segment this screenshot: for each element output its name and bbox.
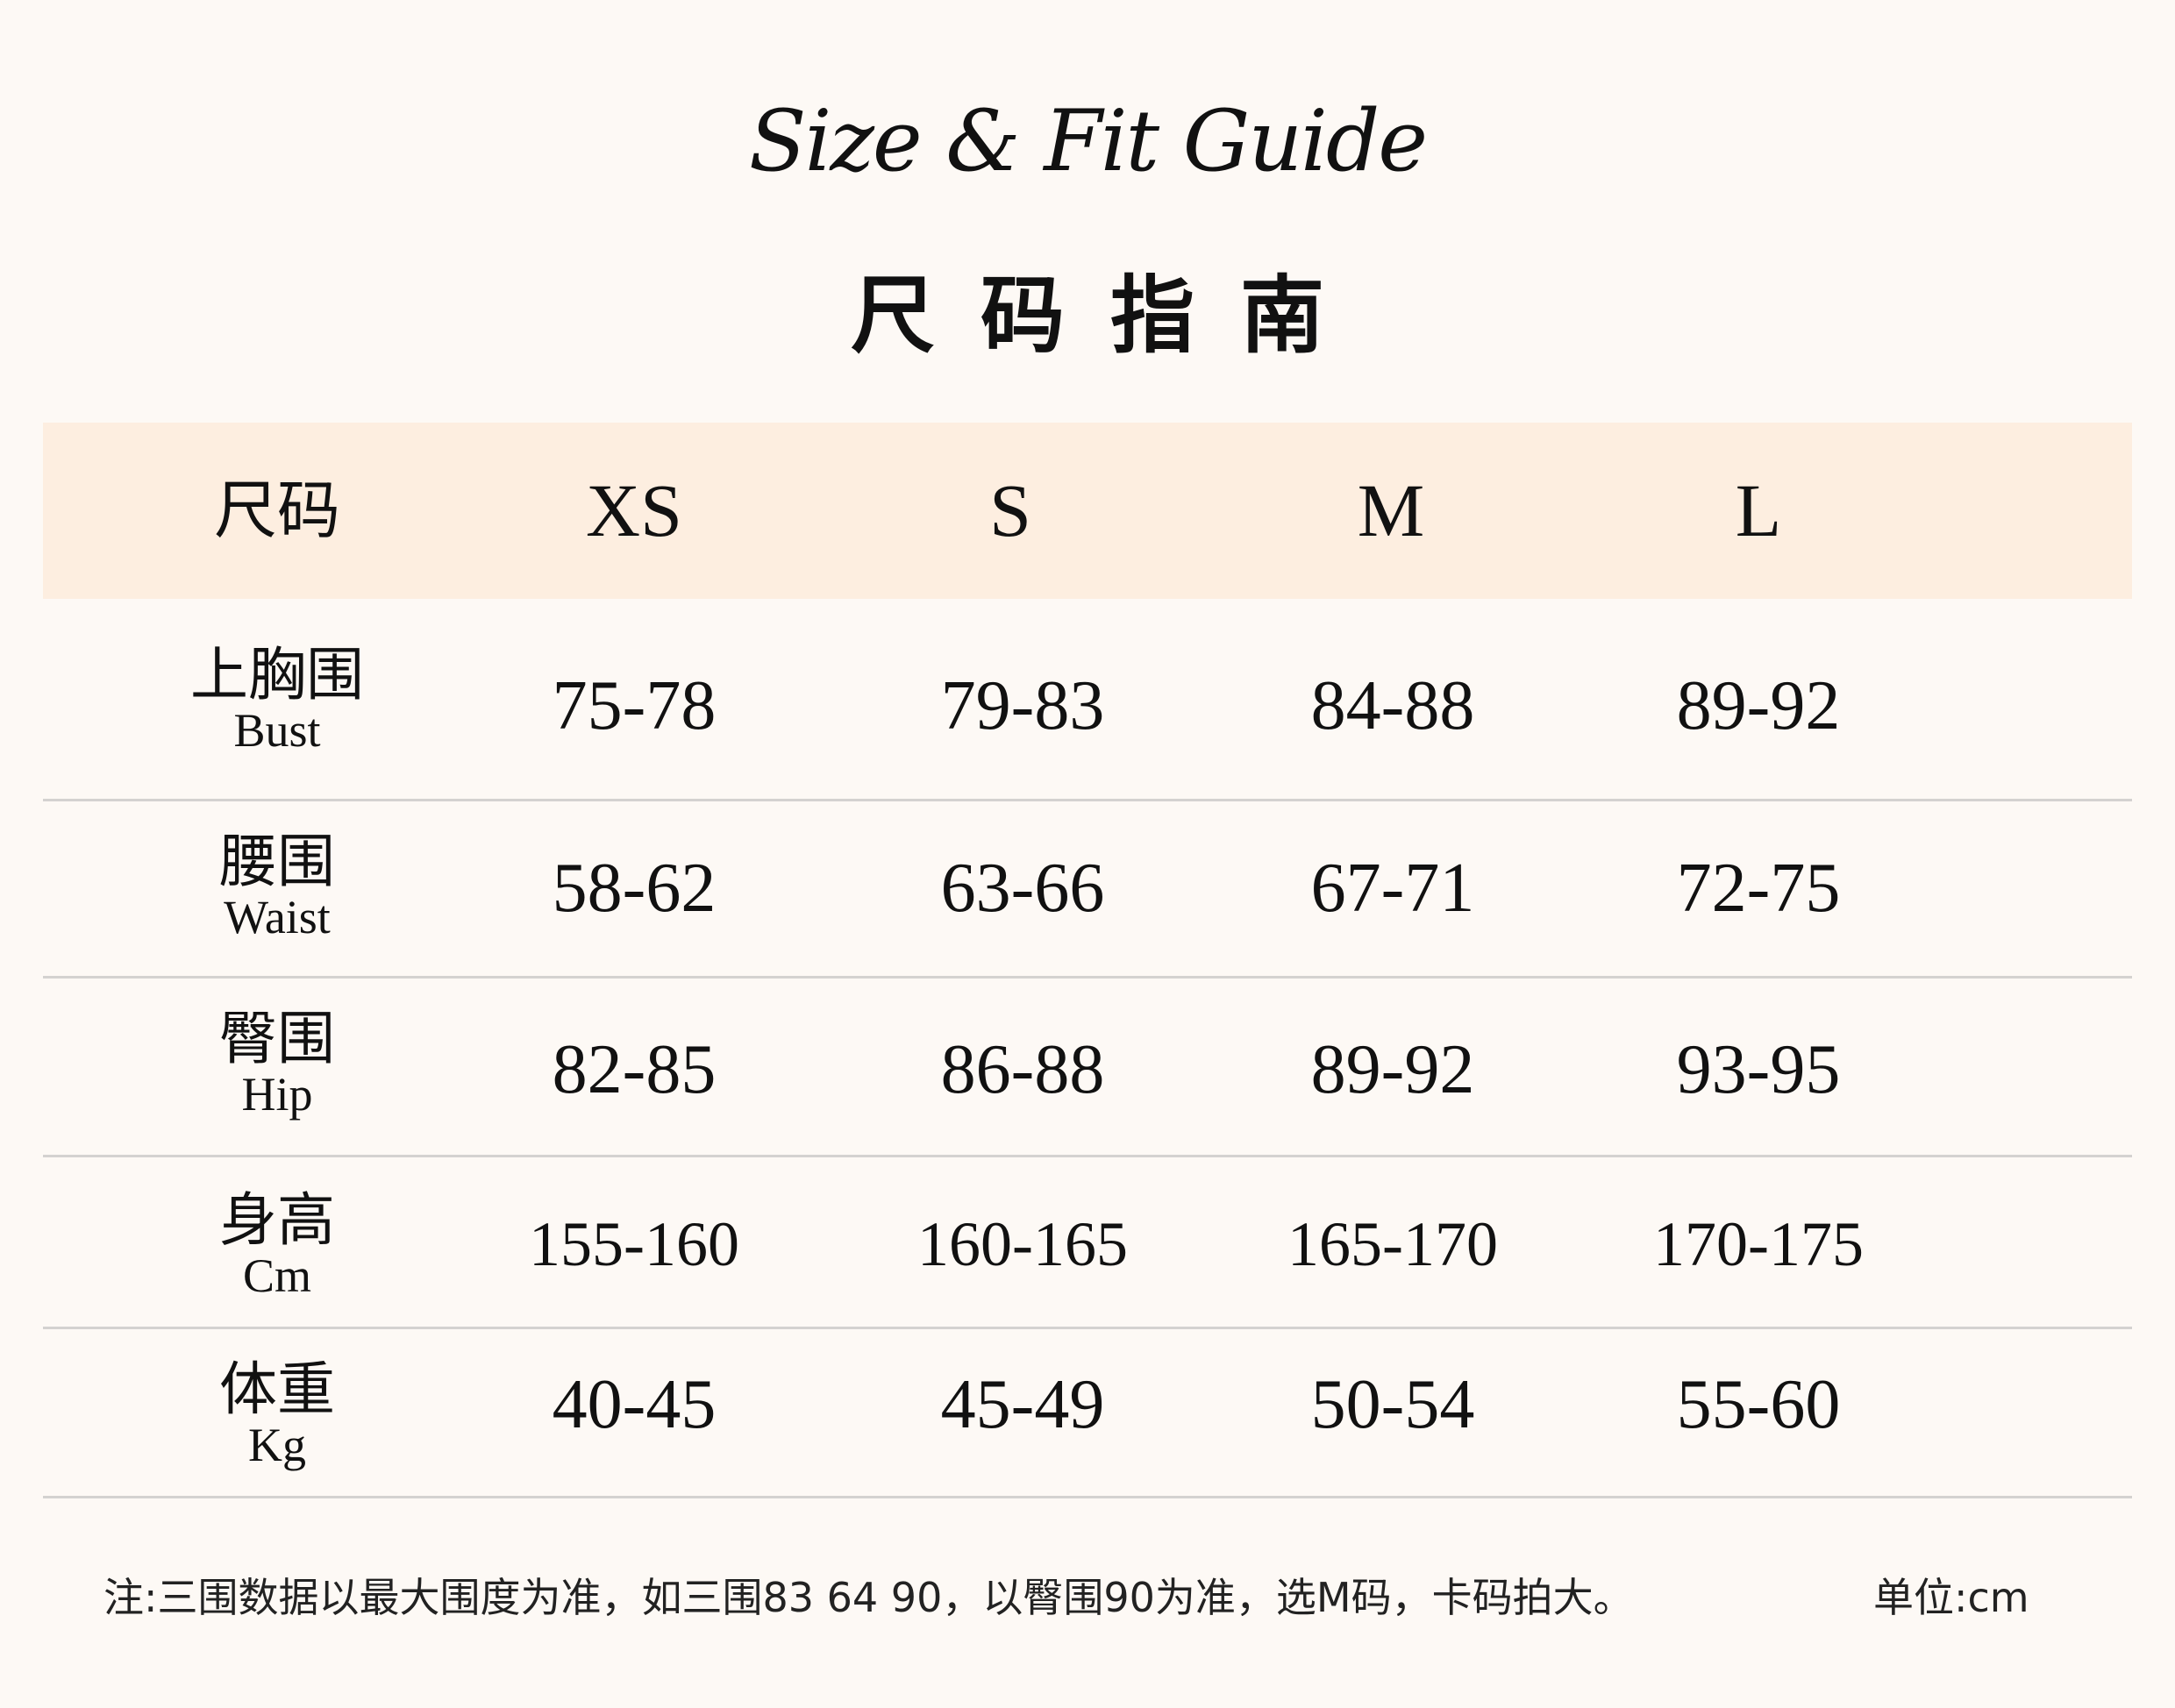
cell-weight-xs: 40-45 — [552, 1366, 717, 1443]
cell-waist-s: 63-66 — [940, 850, 1105, 927]
header-size-m: M — [1357, 468, 1425, 552]
script-title: Size & Fit Guide — [748, 92, 1428, 190]
cell-bust-m: 84-88 — [1310, 667, 1475, 744]
cell-height-xs: 155-160 — [529, 1209, 739, 1279]
cell-bust-xs: 75-78 — [552, 667, 717, 744]
cell-waist-l: 72-75 — [1676, 850, 1841, 927]
row-label-cn: 身高 — [219, 1186, 335, 1254]
header-size-s: S — [989, 468, 1031, 552]
row-label-height: 身高 Cm — [102, 1186, 453, 1302]
row-divider — [43, 1327, 2132, 1329]
table-header-band — [43, 423, 2132, 599]
cell-hip-m: 89-92 — [1310, 1031, 1475, 1108]
row-label-cn: 体重 — [219, 1356, 335, 1423]
cell-hip-xs: 82-85 — [552, 1031, 717, 1108]
cell-weight-m: 50-54 — [1310, 1366, 1475, 1443]
header-size-xs: XS — [586, 468, 682, 552]
cell-weight-s: 45-49 — [940, 1366, 1105, 1443]
row-label-en: Bust — [233, 704, 321, 757]
cell-hip-l: 93-95 — [1676, 1031, 1841, 1108]
row-label-hip: 臀围 Hip — [102, 1005, 453, 1121]
row-label-bust: 上胸围 Bust — [102, 641, 453, 757]
footer-unit: 单位:cm — [1873, 1574, 2029, 1621]
row-divider — [43, 976, 2132, 979]
cell-height-s: 160-165 — [917, 1209, 1128, 1279]
header-size-l: L — [1735, 468, 1782, 552]
cell-waist-xs: 58-62 — [552, 850, 717, 927]
row-divider — [43, 1496, 2132, 1498]
header-size-label: 尺码 — [213, 473, 340, 547]
cell-weight-l: 55-60 — [1676, 1366, 1841, 1443]
row-label-en: Hip — [241, 1068, 313, 1121]
row-label-waist: 腰围 Waist — [102, 828, 453, 943]
cell-height-m: 165-170 — [1287, 1209, 1498, 1279]
row-label-en: Waist — [224, 891, 331, 943]
footer-note: 注:三围数据以最大围度为准，如三围83 64 90，以臀围90为准，选M码，卡码… — [103, 1574, 1634, 1621]
cell-waist-m: 67-71 — [1310, 850, 1475, 927]
row-label-cn: 臀围 — [219, 1005, 335, 1072]
cell-bust-l: 89-92 — [1676, 667, 1841, 744]
cell-height-l: 170-175 — [1653, 1209, 1864, 1279]
row-divider — [43, 799, 2132, 801]
row-label-weight: 体重 Kg — [102, 1356, 453, 1471]
row-label-en: Cm — [242, 1249, 312, 1302]
cell-bust-s: 79-83 — [940, 667, 1105, 744]
row-divider — [43, 1155, 2132, 1157]
row-label-en: Kg — [248, 1419, 306, 1471]
cell-hip-s: 86-88 — [940, 1031, 1105, 1108]
page-title: 尺码指南 — [851, 267, 1370, 365]
row-label-cn: 腰围 — [219, 828, 335, 895]
row-label-cn: 上胸围 — [190, 641, 364, 708]
